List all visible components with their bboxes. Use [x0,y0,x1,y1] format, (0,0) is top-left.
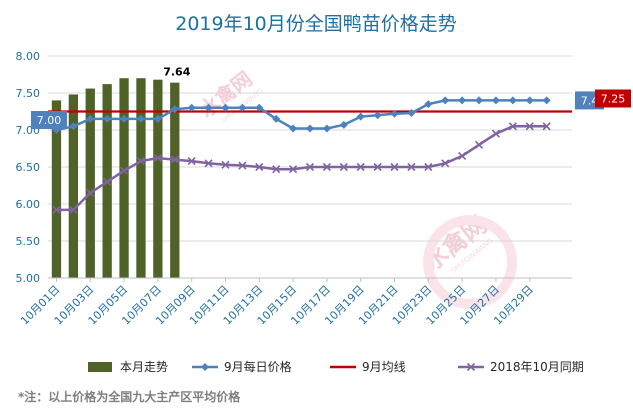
last-year-point [255,162,264,172]
watermark-logo [423,215,517,309]
last-year-point [339,162,348,172]
legend-label: 9月均线 [362,360,406,374]
legend-marker [466,362,476,372]
sept-daily-point [86,114,95,123]
data-labels: 7.64 7.00 7.4 7.25 [31,66,631,129]
last-year-point [153,154,162,163]
sept-daily-point [322,124,331,133]
last-year-point [289,165,298,174]
last-year-point [170,155,179,164]
sept-daily-point [103,114,112,123]
sept-daily-point [356,112,365,121]
sept-daily-point [424,100,433,109]
legend-label: 9月每日价格 [224,359,292,374]
last-year-point [204,159,213,168]
bar [153,79,163,279]
last-year-point [86,188,95,197]
last-year-point [356,162,365,172]
sept-daily-point [525,96,534,105]
sept-daily-point [187,103,196,112]
last-year-point [187,157,196,166]
sept-daily-point [120,114,129,123]
last-year-point [221,160,230,169]
sept-daily-point [238,103,247,112]
sept-daily-point [153,114,162,123]
y-axis: 5.005.506.006.507.007.508.00 [16,50,41,285]
last-year-point [525,122,534,131]
last-year-point [69,205,78,214]
watermark: 水禽网SHUIQINWANG水禽网SHUIQINWANG [195,67,517,309]
sept-start-label-box [31,111,67,129]
sept-daily-point [390,109,399,118]
bar-data-label: 7.64 [163,66,190,79]
y-tick-label: 5.50 [16,235,41,248]
bar [170,82,180,278]
bar [68,94,79,278]
bar [136,78,146,278]
last-year-point [238,161,247,170]
last-year-point [491,129,501,138]
sept-daily-point [339,120,348,129]
sept-start-label: 7.00 [37,114,62,127]
sept-daily-point [136,114,145,123]
last-year-point [103,177,112,186]
sept-daily-point [475,96,484,105]
y-tick-label: 7.50 [16,87,41,100]
sept-daily-point [508,96,517,105]
sept-end-label: 7.4 [581,94,599,107]
last-year-point [322,162,331,172]
legend-marker [201,363,209,371]
last-year-point [136,157,146,166]
sept-daily-point [407,108,416,117]
last-year-point [272,165,281,174]
sept-daily-line [56,99,547,132]
bar-series [51,78,180,279]
legend-swatch-bar [88,362,112,372]
y-tick-label: 5.00 [16,272,41,285]
last-year-line [56,125,547,212]
last-year-point [407,162,416,172]
average-label: 7.25 [601,93,626,106]
last-year-point [390,162,399,172]
last-year-point [305,162,315,172]
bar [85,88,95,278]
last-year-point [542,122,551,131]
sept-daily-point [170,105,179,114]
sept-daily-point [306,124,314,133]
line-series [48,96,572,214]
sept-daily-point [441,96,450,105]
sept-daily-point [204,103,213,112]
bar [119,78,129,278]
average-label-box [595,89,631,108]
sept-daily-point [491,96,500,105]
y-tick-label: 8.00 [16,50,41,63]
last-year-point [441,159,450,168]
sept-daily-point [373,111,382,120]
y-tick-label: 6.00 [16,198,41,211]
sept-daily-point [542,96,551,105]
last-year-point [373,162,382,172]
sept-daily-point [458,96,467,105]
last-year-point [458,151,467,160]
last-year-point [474,140,484,149]
chart-title: 2019年10月份全国鸭苗价格走势 [175,13,457,35]
sept-daily-point [289,124,298,133]
last-year-point [508,122,517,131]
legend: 本月走势 9月每日价格 9月均线 2018年10月同期 [88,359,584,374]
sept-daily-point [221,103,230,112]
sept-daily-point [69,122,78,131]
last-year-point [52,205,61,214]
x-axis: 10月01日10月03日10月05日10月07日10月09日10月11日10月1… [18,277,572,327]
footnote: *注：以上价格为全国九大主产区平均价格 [18,389,241,404]
legend-label: 本月走势 [120,360,168,374]
y-tick-label: 6.50 [16,161,41,174]
bar [51,100,62,279]
sept-daily-point [255,103,264,112]
legend-label: 2018年10月同期 [490,360,584,374]
last-year-point [119,166,129,175]
last-year-point [424,162,433,172]
sept-daily-point [272,114,281,123]
